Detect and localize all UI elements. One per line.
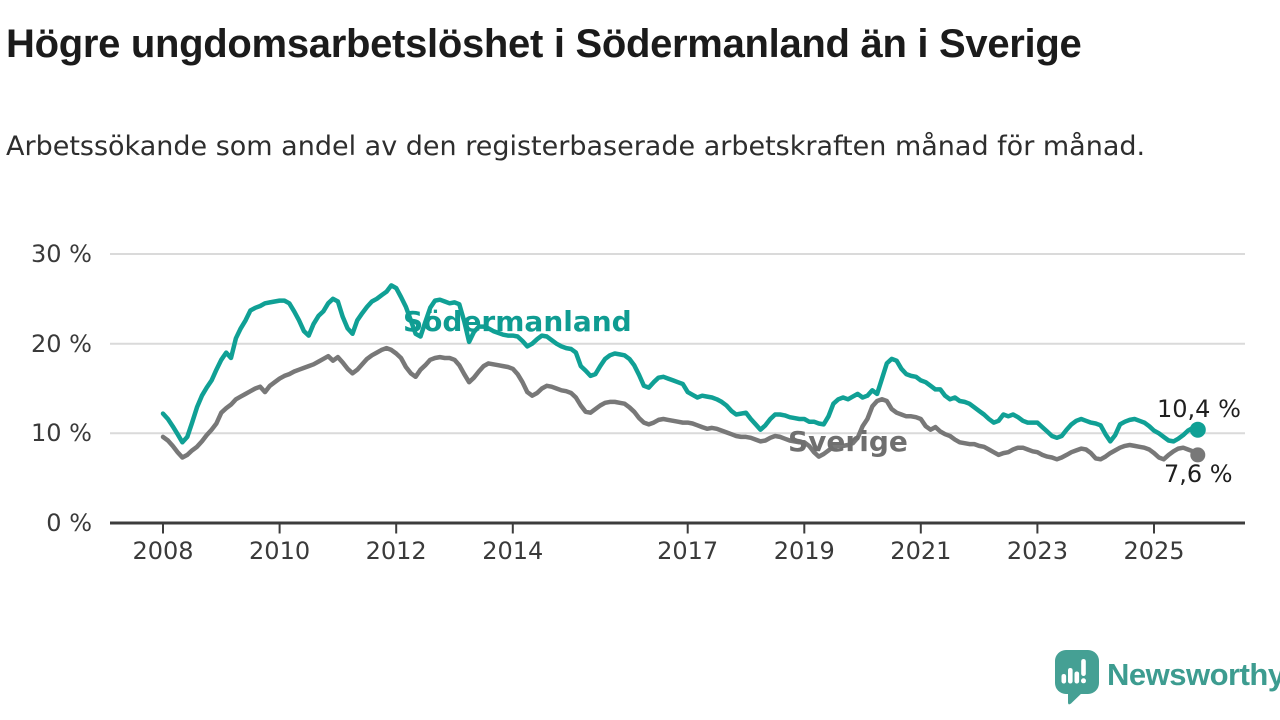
series-line-sodermanland — [160, 283, 1201, 445]
x-axis-label: 2014 — [482, 537, 544, 565]
y-axis-label: 20 % — [31, 329, 92, 358]
series-end-dot-sodermanland — [1189, 421, 1206, 438]
series-label-sverige: Sverige — [788, 425, 908, 458]
y-axis-label: 10 % — [31, 419, 92, 448]
series-end-dot-sverige — [1190, 447, 1206, 463]
x-axis-label: 2025 — [1123, 537, 1185, 565]
x-axis-label: 2010 — [249, 537, 311, 565]
value-label-sodermanland: 10,4 % — [1157, 395, 1241, 423]
x-axis-label: 2019 — [773, 537, 835, 565]
x-axis-label: 2017 — [657, 537, 719, 565]
chart-subtitle: Arbetssökande som andel av den registerb… — [6, 131, 1146, 162]
series-label-sodermanland: Södermanland — [403, 305, 632, 338]
newsworthy-logo-text: Newsworthy — [1107, 657, 1280, 692]
value-label-sverige: 7,6 % — [1164, 460, 1233, 488]
x-axis-label: 2021 — [890, 537, 952, 565]
series-line-sverige — [160, 345, 1201, 462]
newsworthy-logo: Newsworthy — [1054, 649, 1280, 709]
y-axis-label: 0 % — [46, 509, 92, 537]
newsworthy-logo-icon — [1055, 650, 1099, 705]
x-axis-label: 2008 — [132, 537, 194, 565]
x-axis-label: 2012 — [365, 537, 427, 565]
chart-title: Högre ungdomsarbetslöshet i Södermanland… — [6, 22, 1082, 66]
x-axis-label: 2023 — [1006, 537, 1068, 565]
y-axis-label: 30 % — [31, 239, 92, 268]
